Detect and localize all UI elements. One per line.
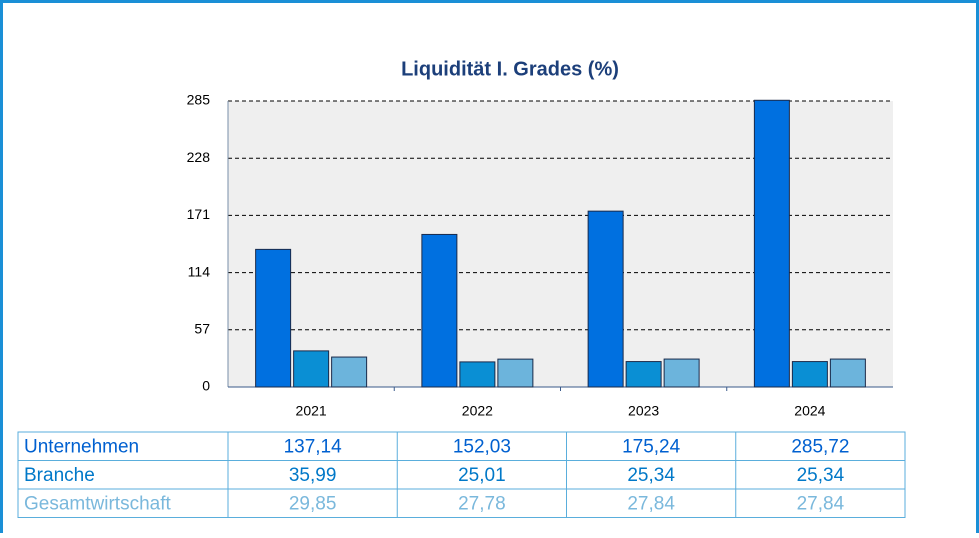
y-tick-label: 228	[187, 149, 211, 165]
table-value: 152,03	[453, 436, 511, 457]
y-tick-label: 114	[188, 263, 211, 279]
table-value: 27,78	[458, 493, 506, 514]
table-value: 35,99	[289, 465, 337, 486]
table-value: 285,72	[791, 436, 849, 457]
bar	[625, 361, 662, 388]
bar	[753, 99, 790, 388]
bar	[255, 248, 292, 388]
y-tick-label: 285	[187, 92, 211, 108]
table-value: 27,84	[627, 493, 675, 514]
x-tick-label: 2021	[296, 403, 327, 419]
chart-title: Liquidität I. Grades (%)	[401, 58, 619, 80]
table-value: 25,34	[627, 465, 675, 486]
bar	[293, 350, 330, 388]
bar	[791, 361, 828, 388]
table-value: 25,34	[797, 465, 845, 486]
bar	[663, 358, 700, 388]
y-tick-label: 57	[194, 321, 210, 337]
x-tick-label: 2024	[794, 403, 825, 419]
plot-area	[228, 101, 893, 387]
legend-label: Unternehmen	[24, 436, 139, 457]
bar	[459, 361, 496, 388]
table-value: 25,01	[458, 465, 506, 486]
x-tick-label: 2022	[462, 403, 493, 419]
table-value: 137,14	[284, 436, 343, 457]
bar	[587, 210, 624, 388]
bar	[331, 356, 368, 388]
table-value: 29,85	[289, 493, 337, 514]
bar	[497, 358, 534, 388]
table-row	[17, 488, 906, 518]
table-value: 175,24	[622, 436, 681, 457]
table-value: 27,84	[797, 493, 845, 514]
y-tick-label: 0	[202, 378, 210, 394]
legend-label: Gesamtwirtschaft	[24, 493, 171, 514]
y-tick-label: 171	[187, 206, 211, 222]
bar	[829, 358, 866, 388]
bar	[421, 233, 458, 388]
x-tick-label: 2023	[628, 403, 659, 419]
legend-label: Branche	[24, 465, 95, 486]
